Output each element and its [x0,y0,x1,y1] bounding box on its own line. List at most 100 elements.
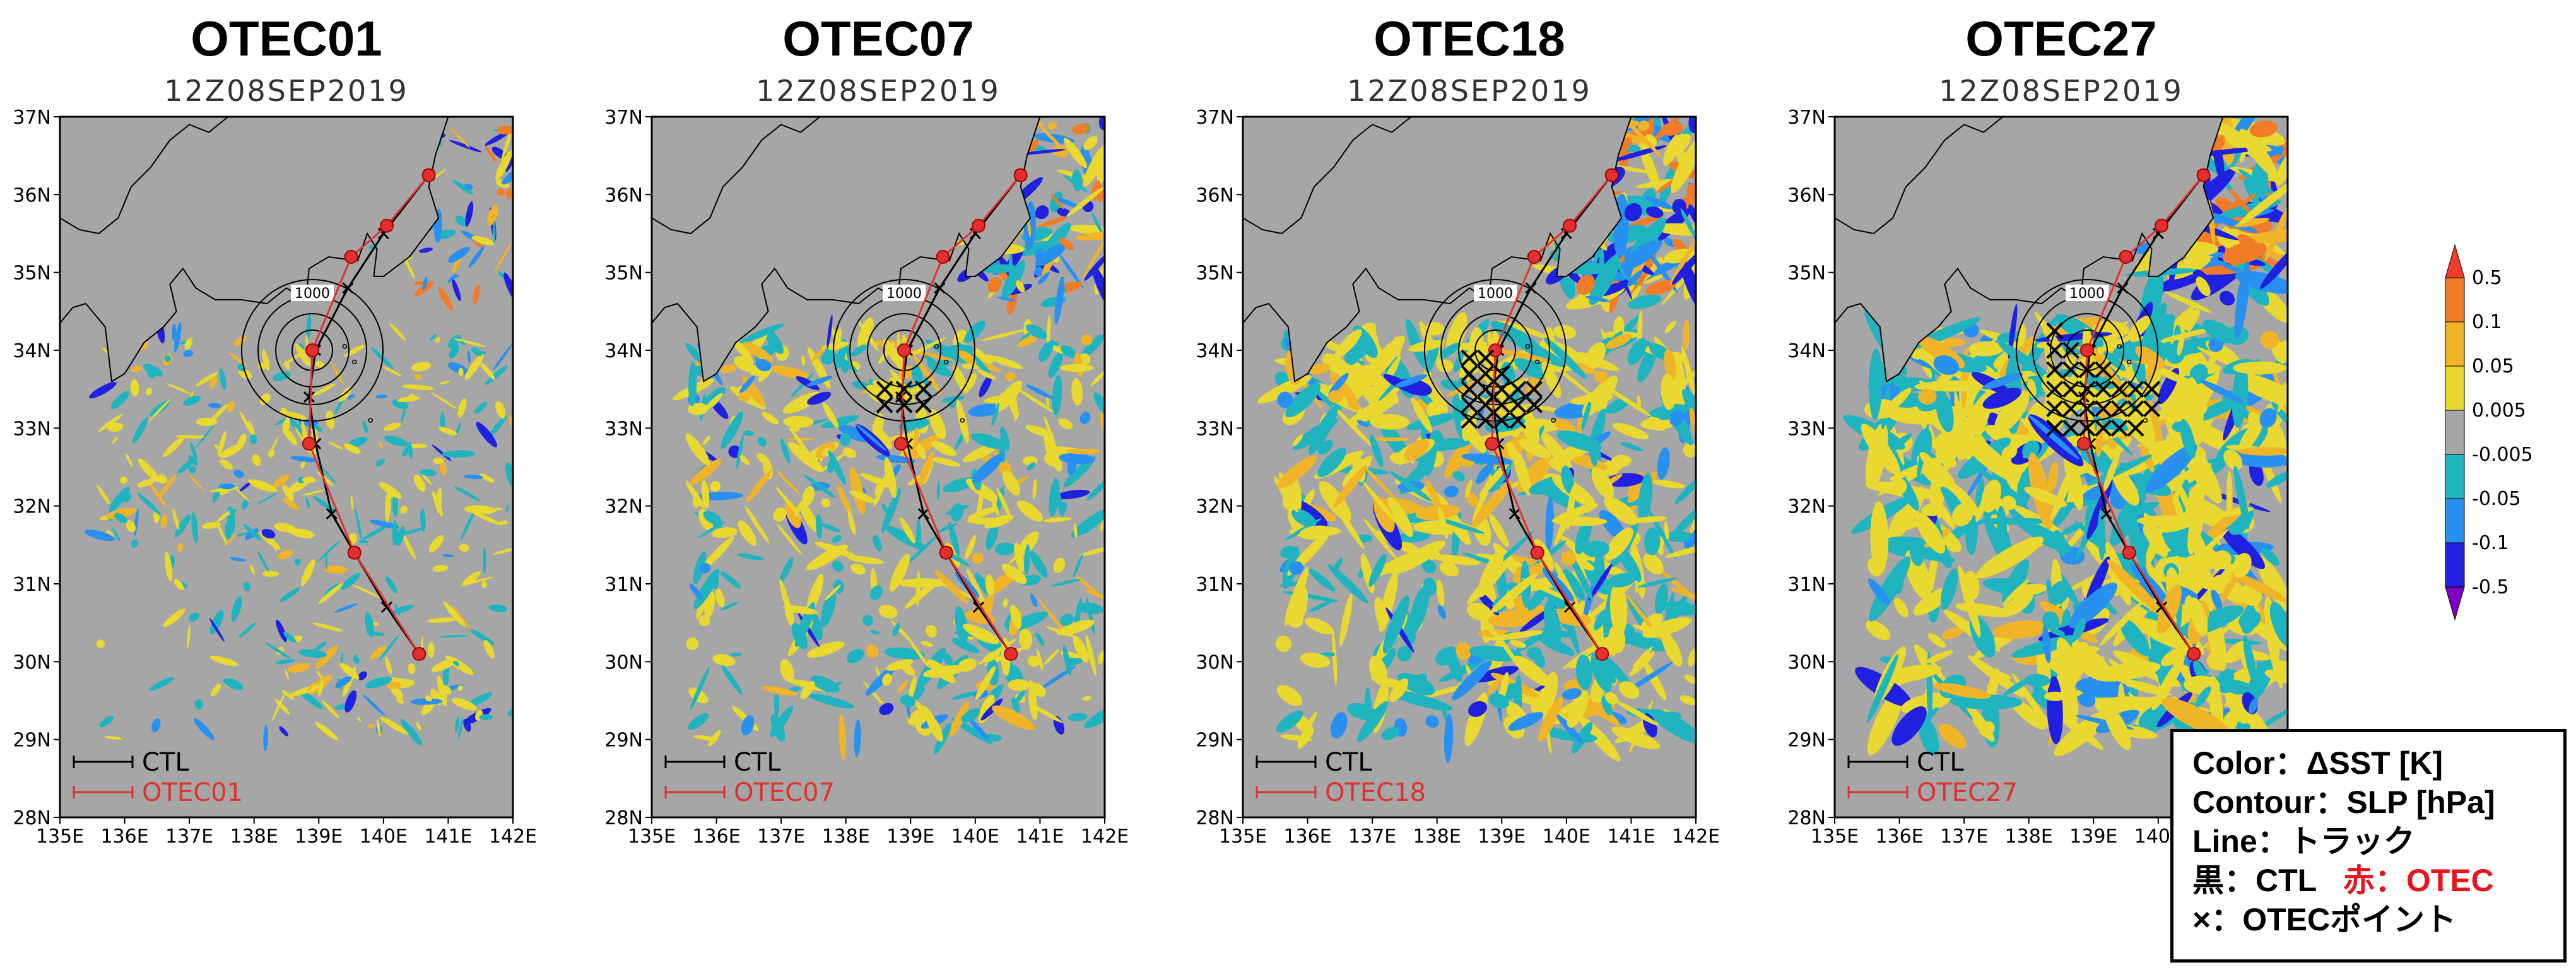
land-mask [60,117,449,382]
legend-otec-label: OTEC01 [142,778,243,807]
ctl-track-point [1525,282,1537,294]
x-tick-label: 137E [165,826,213,848]
colorbar-label: -0.05 [2472,488,2521,510]
otec-point-marker [895,381,913,398]
sst-anomaly-field [60,117,513,752]
otec-track-point [1004,647,1018,661]
y-tick-label: 35N [1787,263,1826,285]
island [368,418,373,423]
land-mask [652,117,1040,382]
island [934,344,939,349]
otec-point-marker [1493,365,1510,382]
otec-point-marker [1509,381,1527,398]
coastline-north [1835,117,2004,235]
x-tick-label: 137E [1940,826,1988,848]
y-tick-label: 32N [604,496,643,518]
y-tick-label: 36N [1787,184,1826,206]
x-tick-label: 135E [36,826,84,848]
x-tick-label: 137E [757,826,805,848]
x-tick-label: 136E [692,826,740,848]
contour-label-group: 1000 [291,285,334,302]
y-tick-label: 33N [1787,418,1826,440]
ctl-track-point [342,282,354,294]
y-tick-label: 35N [604,263,643,285]
legend-note-box: Color：ΔSST [K] Contour：SLP [hPa] Line：トラ… [2170,729,2567,963]
y-tick-label: 32N [13,496,51,518]
note-otec-points: ×：OTECポイント [2192,902,2457,937]
x-tick-label: 138E [1413,826,1461,848]
otec-track-point [897,343,912,357]
otec-point-marker [1461,412,1478,429]
island [2143,418,2148,423]
x-tick-label: 142E [1672,826,1720,848]
contour-label-bg [291,285,334,301]
panel-title: OTEC07 [782,11,973,66]
coastline [60,117,449,382]
otec-point-marker [876,396,893,413]
coastline-north [652,117,821,235]
otec-track-point [379,218,394,233]
otec-point-marker [2078,381,2096,398]
y-tick-label: 34N [13,340,51,362]
otec-track-point [1527,250,1541,264]
x-tick-label: 140E [360,826,408,848]
panel-title: OTEC18 [1373,11,1565,66]
otec-point-marker [2078,400,2096,417]
y-tick-label: 28N [13,807,51,829]
otec-point-marker [2062,400,2079,417]
y-tick-label: 34N [1787,340,1826,362]
y-tick-label: 35N [13,263,51,285]
x-tick-label: 142E [489,826,537,848]
y-tick-label: 29N [604,730,643,752]
x-tick-label: 135E [628,826,676,848]
x-tick-label: 136E [1875,826,1923,848]
otec-point-marker [2127,381,2144,398]
otec-point-marker [1477,396,1495,413]
otec-track-point [1485,437,1499,451]
legend-ctl-label: CTL [142,748,189,777]
coastline-north [1243,117,1412,235]
otec-point-marker [2110,381,2128,398]
x-tick-label: 136E [100,826,148,848]
panel-title: OTEC01 [191,11,382,66]
contour-label-group: 1000 [2066,285,2109,302]
otec-track-point [344,250,358,264]
x-tick-label: 142E [1081,826,1129,848]
otec-point-marker [2143,400,2161,417]
otec-track-point [1013,168,1028,182]
x-tick-label: 135E [1811,826,1859,848]
x-tick-label: 138E [2005,826,2053,848]
legend-ctl-label: CTL [734,748,781,777]
ctl-track-point [2155,601,2168,613]
colorbar-label: 0.005 [2472,400,2526,422]
y-tick-label: 28N [1196,807,1234,829]
y-tick-label: 37N [13,107,51,129]
otec-point-marker [2046,381,2064,398]
otec-point-marker [915,381,932,398]
x-tick-label: 141E [424,826,472,848]
ctl-track-point [1509,507,1520,520]
y-tick-label: 29N [13,730,51,752]
otec-point-marker [1477,412,1495,429]
otec-point-marker [2062,341,2079,359]
x-tick-label: 137E [1348,826,1396,848]
otec-point-marker [1526,396,1543,413]
legend-otec-label: OTEC07 [734,778,835,807]
otec-point-marker [895,396,913,413]
land-mask [1835,117,2223,382]
ctl-track-point [2117,282,2129,294]
panel-date: 12Z08SEP2019 [1939,74,2184,108]
colorbar-segment [2445,410,2465,455]
y-tick-label: 37N [604,107,643,129]
ctl-track [900,174,1021,655]
y-tick-label: 31N [1196,574,1234,596]
otec-point-marker [2046,361,2064,379]
contour-label-bg [2066,285,2109,301]
ctl-track [308,174,430,655]
island [2117,344,2122,349]
y-tick-label: 30N [1196,651,1234,673]
panel-date: 12Z08SEP2019 [756,74,1001,108]
plot-frame [59,116,514,819]
colorbar-label: 0.1 [2472,311,2502,333]
